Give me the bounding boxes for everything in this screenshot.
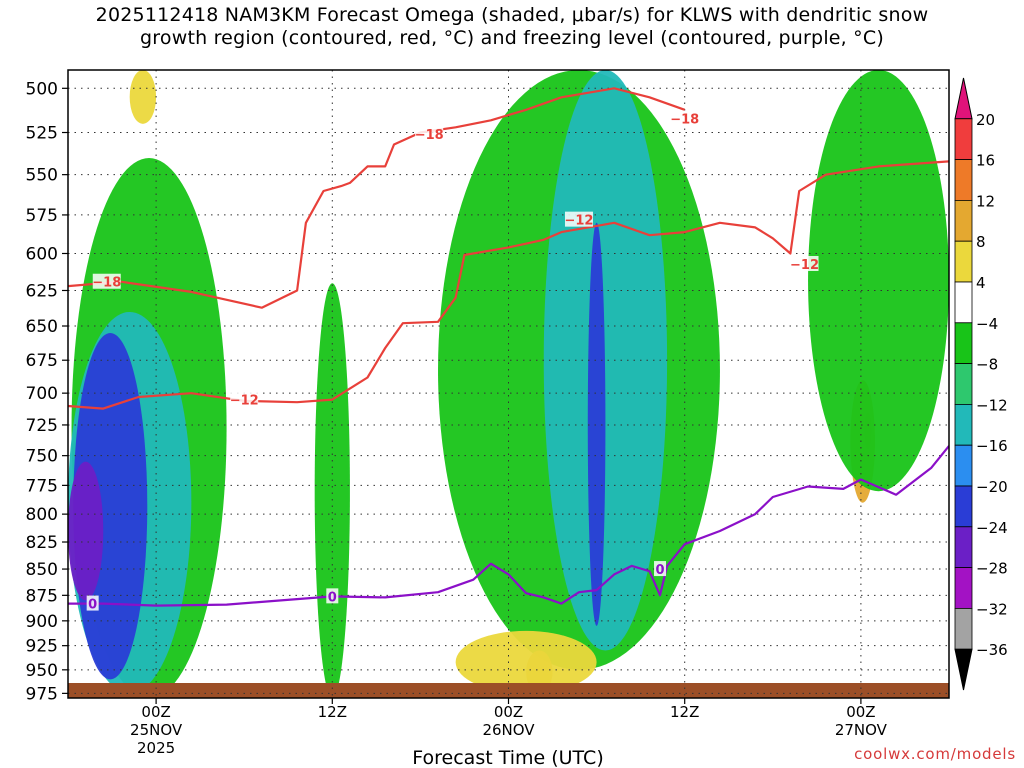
colorbar-label: −4 [976,315,998,333]
contour-label: −18 [415,128,444,143]
chart-title: 2025112418 NAM3KM Forecast Omega (shaded… [0,4,1024,50]
omega-region [808,70,949,492]
contour-label-background [92,273,121,289]
y-tick-label: 850 [26,560,58,580]
colorbar-swatch [954,485,973,528]
colorbar-label: −16 [976,437,1008,455]
chart-title-line-1: 2025112418 NAM3KM Forecast Omega (shaded… [95,4,929,26]
contour-label-background [415,126,444,142]
omega-region [314,283,350,698]
y-tick-label: 925 [26,637,58,657]
colorbar-arrow-top [954,77,973,120]
contour-label: 0 [656,563,665,578]
colorbar-label: −36 [976,641,1008,659]
contour-label: −12 [790,258,819,273]
contour-label: 0 [88,598,97,613]
y-tick-label: 675 [26,351,58,371]
y-tick-label: 625 [26,281,58,301]
colorbar-label: 8 [976,233,986,251]
y-tick-label: 900 [26,612,58,632]
x-tick-label: 00Z [141,703,170,721]
colorbar-label: −32 [976,600,1008,618]
y-tick-label: 525 [26,124,58,144]
x-tick-label: 2025 [137,739,175,757]
colorbar-swatch [954,403,973,446]
x-tick-label: 26NOV [482,721,535,739]
y-tick-label: 875 [26,586,58,606]
omega-region [129,70,157,124]
colorbar-label: −12 [976,396,1008,414]
colorbar-label: −20 [976,478,1008,496]
x-tick-label: 12Z [318,703,347,721]
x-axis-title: Forecast Time (UTC) [412,747,603,768]
x-tick-label: 27NOV [835,721,888,739]
pressure-axis: 500 525 550 575 600 625 650 675 700 725 750 775 800 8… [26,79,68,704]
omega-region [587,222,606,626]
y-tick-label: 975 [26,684,58,704]
contour-label-background [670,110,699,126]
colorbar-swatch [954,118,973,161]
watermark: coolwx.com/models [854,745,1016,763]
colorbar-label: 12 [976,192,995,210]
y-tick-label: 575 [26,206,58,226]
colorbar-swatch [954,444,973,487]
y-tick-label: 500 [26,79,58,99]
contour-label-background [790,255,819,271]
dendritic-contour-line [68,87,686,309]
colorbar-label: −8 [976,356,998,374]
colorbar-label: 16 [976,152,995,170]
y-tick-label: 950 [26,661,58,681]
colorbar-swatch [954,281,973,324]
colorbar-label: −28 [976,560,1008,578]
y-tick-label: 600 [26,244,58,264]
colorbar-swatch [954,322,973,364]
colorbar-swatch [954,608,973,650]
y-tick-label: 825 [26,533,58,553]
contour-label: −12 [230,394,259,409]
colorbar: 20 16 12 8 4 −4 −8 −12 −16 −20 −24 −28 −32 −36 [954,77,1008,691]
x-tick-label: 12Z [670,703,699,721]
y-tick-label: 725 [26,416,58,436]
y-tick-label: 775 [26,476,58,496]
dendritic-contour-line [68,160,949,410]
omega-region [68,461,104,601]
x-tick-label: 00Z [846,703,875,721]
contour-label-background [326,588,339,604]
colorbar-swatch [954,567,973,609]
contour-label-background [564,211,593,227]
contour-label: −18 [670,113,699,128]
y-tick-label: 800 [26,505,58,525]
colorbar-swatch [954,240,973,283]
contour-label: −12 [564,214,593,229]
contour-label: 0 [328,590,337,605]
y-tick-label: 700 [26,384,58,404]
grid-lines [68,70,949,698]
omega-region [455,630,597,694]
contour-label-background [86,595,99,611]
colorbar-swatch [954,159,973,201]
colorbar-label: −24 [976,519,1008,537]
y-tick-label: 550 [26,166,58,186]
y-tick-label: 650 [26,317,58,337]
contour-label-background [230,391,259,407]
contour-labels: −18 −18 −18 −12 −12 −12 0 0 0 [86,110,819,613]
colorbar-label: 20 [976,111,995,129]
y-tick-label: 750 [26,447,58,467]
colorbar-swatch [954,199,973,242]
colorbar-arrow-bottom [954,648,973,691]
colorbar-label: 4 [976,274,986,292]
ground-surface [68,683,949,698]
contour-label-background [654,561,667,577]
colorbar-swatch [954,526,973,568]
chart-title-line-2: growth region (contoured, red, °C) and f… [140,27,884,49]
x-tick-label: 00Z [494,703,523,721]
x-tick-label: 25NOV [130,721,183,739]
contour-label: −18 [92,276,121,291]
colorbar-swatch [954,363,973,405]
